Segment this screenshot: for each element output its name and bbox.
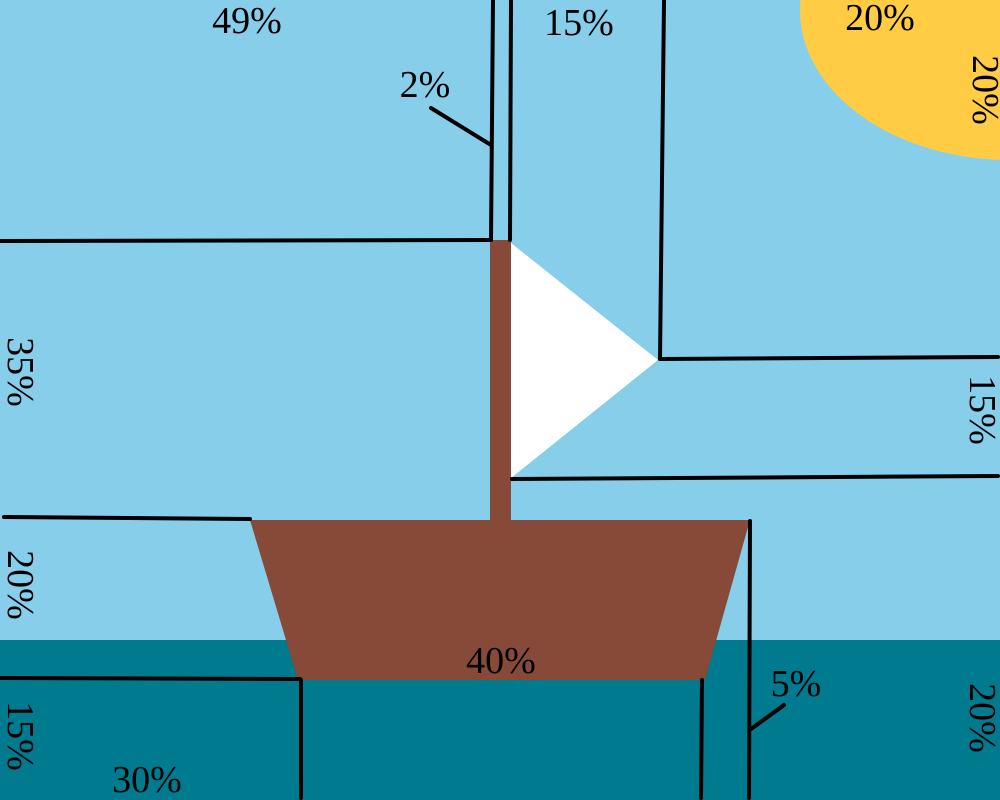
label-hull-pointer: 5% xyxy=(771,663,822,705)
boundary-line xyxy=(699,678,704,800)
boundary-line xyxy=(658,355,1000,361)
boundary-line xyxy=(489,0,495,242)
boat-sail xyxy=(511,243,658,478)
label-right-middle: 15% xyxy=(961,375,1000,445)
boundary-line xyxy=(658,0,666,361)
boundary-line xyxy=(747,519,752,800)
label-mast-pointer: 2% xyxy=(400,64,451,106)
label-bottom-left: 30% xyxy=(112,759,182,800)
label-sun-top: 20% xyxy=(845,0,915,39)
pointer-line xyxy=(429,106,493,147)
boundary-line xyxy=(2,515,252,521)
boundary-line xyxy=(510,474,1000,481)
label-right-bottom: 20% xyxy=(961,683,1000,753)
boat-mast xyxy=(490,240,511,522)
label-top-left: 49% xyxy=(212,0,282,42)
label-top-middle: 15% xyxy=(544,2,614,44)
boundary-line xyxy=(508,0,513,242)
sun-shape xyxy=(800,0,1000,160)
boundary-line xyxy=(0,676,302,681)
boat-hull xyxy=(250,520,750,680)
pointer-line xyxy=(749,703,786,731)
label-left-middle: 35% xyxy=(0,337,41,407)
label-hull: 40% xyxy=(466,640,536,682)
label-sun-side: 20% xyxy=(964,55,1000,125)
label-left-lower: 20% xyxy=(0,550,41,620)
label-left-bottom: 15% xyxy=(0,701,41,771)
boundary-line xyxy=(0,238,493,243)
